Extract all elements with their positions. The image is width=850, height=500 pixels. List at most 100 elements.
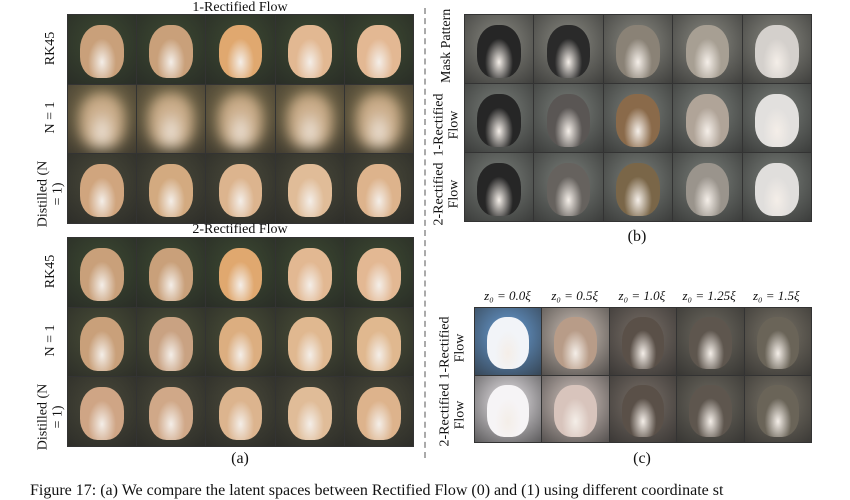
image-cell — [534, 15, 603, 83]
image-cell — [465, 84, 534, 152]
row-label: Distilled (N = 1) — [35, 160, 65, 227]
image-cell — [603, 15, 673, 83]
image-cell — [206, 307, 275, 377]
row-label: RK45 — [42, 31, 58, 65]
cat-face — [149, 317, 194, 371]
image-cell — [137, 84, 206, 154]
image-cell — [137, 154, 206, 223]
cat-face — [616, 93, 660, 147]
image-cell — [275, 154, 344, 223]
image-cell — [673, 84, 742, 152]
cat-face — [149, 24, 194, 79]
image-cell — [603, 84, 673, 152]
cat-face — [149, 94, 194, 148]
row-label: 2-Rectified Flow — [431, 162, 461, 225]
cat-face — [218, 94, 263, 148]
image-cell — [744, 308, 811, 375]
image-cell — [206, 84, 275, 154]
image-cell — [344, 154, 413, 223]
cat-face — [554, 384, 597, 437]
cat-face — [357, 24, 401, 79]
image-cell — [137, 238, 206, 307]
grid-c — [474, 307, 812, 443]
cat-face — [621, 317, 665, 370]
cat-face — [287, 94, 332, 148]
cat-face — [80, 24, 124, 79]
image-cell — [603, 153, 673, 221]
image-cell — [542, 375, 609, 442]
image-cell — [68, 154, 137, 223]
image-cell — [609, 375, 677, 442]
image-cell — [742, 15, 811, 83]
cat-face — [287, 24, 332, 79]
row-label: 2-Rectified Flow — [437, 383, 467, 446]
image-cell — [206, 377, 275, 446]
cat-face — [486, 317, 530, 370]
cat-face — [80, 317, 124, 371]
image-cell — [68, 377, 137, 446]
grid-a-2-rectified — [67, 237, 414, 447]
column-label: z₀ = 0.5ξ — [551, 288, 599, 303]
image-cell — [673, 15, 742, 83]
cat-face — [756, 384, 800, 437]
grid-b — [464, 14, 812, 222]
image-cell — [465, 15, 534, 83]
image-cell — [742, 153, 811, 221]
column-label: z₀ = 1.25ξ — [682, 288, 736, 303]
image-cell — [344, 84, 413, 154]
image-cell — [206, 238, 275, 307]
row-label: Distilled (N = 1) — [35, 383, 65, 450]
cat-face — [477, 24, 522, 78]
row-label: 1-Rectified Flow — [431, 93, 461, 156]
cat-face — [621, 384, 665, 437]
image-cell — [137, 307, 206, 377]
image-cell — [742, 84, 811, 152]
image-cell — [68, 15, 137, 84]
image-cell — [68, 84, 137, 154]
image-cell — [465, 153, 534, 221]
group-title-2-rectified: 2-Rectified Flow — [192, 222, 288, 237]
cat-face — [357, 94, 401, 148]
cat-face — [689, 317, 732, 370]
cat-face — [80, 386, 124, 441]
image-cell — [534, 153, 603, 221]
cat-face — [357, 247, 401, 302]
image-cell — [475, 308, 542, 375]
cat-face — [149, 163, 194, 218]
image-cell — [609, 308, 677, 375]
panel-a-label: (a) — [231, 450, 249, 467]
cat-face — [218, 317, 263, 371]
image-cell — [275, 307, 344, 377]
image-cell — [344, 377, 413, 446]
image-cell — [542, 308, 609, 375]
divider — [424, 8, 426, 458]
cat-face — [80, 94, 124, 148]
image-cell — [137, 15, 206, 84]
cat-face — [616, 24, 660, 78]
column-label: z₀ = 1.5ξ — [752, 288, 800, 303]
image-cell — [275, 15, 344, 84]
image-cell — [344, 15, 413, 84]
image-cell — [206, 154, 275, 223]
cat-face — [477, 93, 522, 147]
cat-face — [546, 93, 591, 147]
row-label: N = 1 — [42, 101, 58, 134]
image-cell — [677, 375, 744, 442]
cat-face — [554, 317, 597, 370]
cat-face — [80, 163, 124, 218]
cat-face — [218, 247, 263, 302]
cat-face — [287, 317, 332, 371]
image-cell — [68, 307, 137, 377]
row-label: 1-Rectified Flow — [437, 316, 467, 379]
cat-face — [754, 93, 799, 147]
cat-face — [357, 386, 401, 441]
cat-face — [287, 386, 332, 441]
image-cell — [344, 238, 413, 307]
cat-face — [754, 24, 799, 78]
image-cell — [475, 375, 542, 442]
row-label: Mask Pattern — [438, 8, 454, 83]
cat-face — [287, 247, 332, 302]
cat-face — [616, 162, 660, 216]
cat-face — [486, 384, 530, 437]
image-cell — [534, 84, 603, 152]
